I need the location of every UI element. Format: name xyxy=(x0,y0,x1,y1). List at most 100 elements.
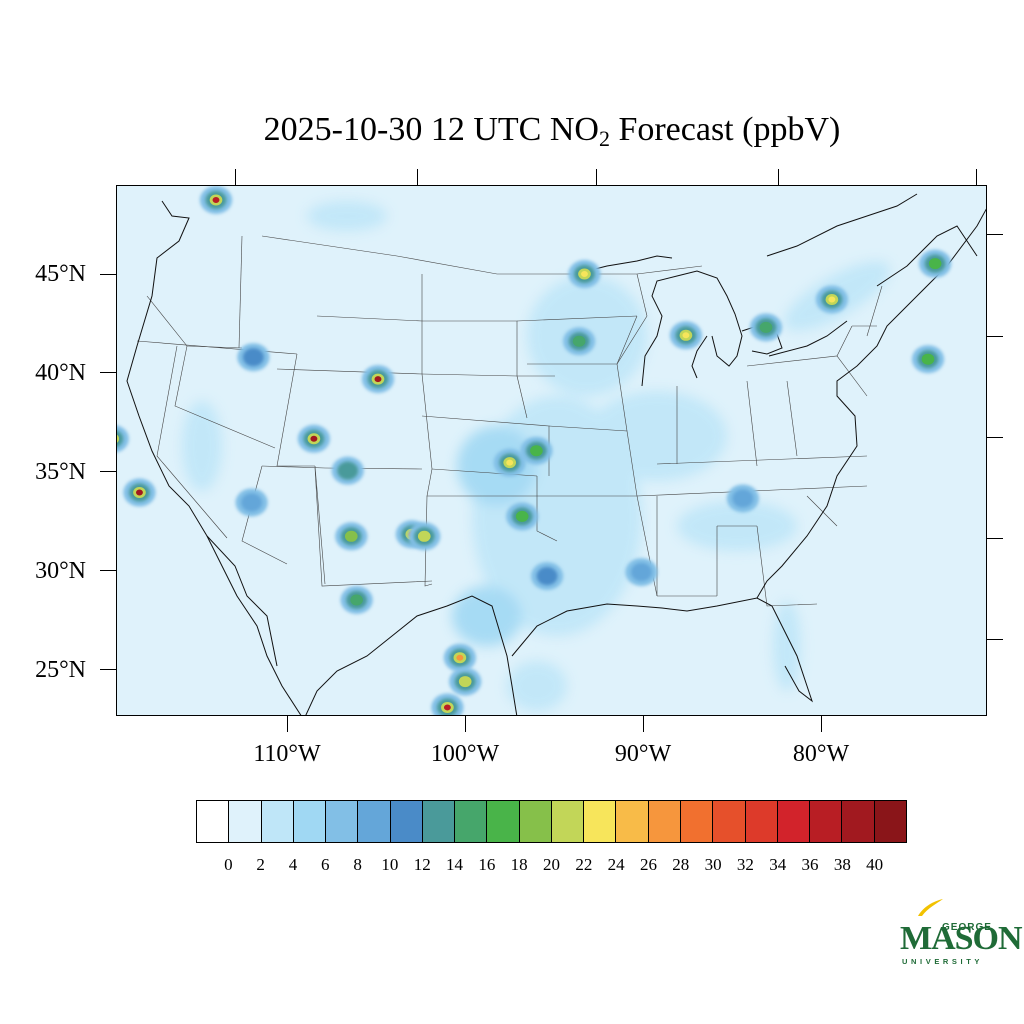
hotspot xyxy=(123,478,156,507)
hotspot xyxy=(815,285,848,314)
tick-right-2 xyxy=(987,336,1003,337)
colorbar-tick-label: 8 xyxy=(353,855,362,874)
tick-lon-90 xyxy=(643,716,644,732)
colorbar-swatch xyxy=(326,801,359,842)
lat-label-35: 35°N xyxy=(35,459,86,485)
colorbar-swatch xyxy=(551,801,585,842)
colorbar-tick-label: 36 xyxy=(801,855,819,874)
tick-lat-30 xyxy=(100,570,116,571)
hotspot xyxy=(449,667,482,696)
hotspot xyxy=(520,436,553,465)
tick-lon-110 xyxy=(287,716,288,732)
colorbar-swatch xyxy=(422,801,456,842)
tick-right-3 xyxy=(987,437,1003,438)
colorbar-tick-label: 22 xyxy=(575,855,593,874)
colorbar-tick-label: 34 xyxy=(769,855,787,874)
colorbar-tick-label: 26 xyxy=(639,855,657,874)
tick-right-5 xyxy=(987,639,1003,640)
hotspot xyxy=(749,313,783,342)
title-prefix: 2025-10-30 12 UTC NO xyxy=(263,111,599,148)
hotspot xyxy=(625,558,658,587)
tick-lat-25 xyxy=(100,669,116,670)
logo-mason: MASON xyxy=(900,920,1023,957)
tick-top-2 xyxy=(417,169,418,185)
hotspot xyxy=(431,693,464,715)
hotspot xyxy=(493,448,526,477)
colorbar-swatch xyxy=(293,801,327,842)
colorbar-swatch xyxy=(616,801,649,842)
colorbar-tick-label: 32 xyxy=(736,855,754,874)
colorbar-tick-label: 40 xyxy=(866,855,884,874)
colorbar-swatch xyxy=(584,801,617,842)
hotspot xyxy=(237,343,270,372)
colorbar-swatch xyxy=(487,801,520,842)
colorbar-swatch xyxy=(810,801,843,842)
tick-lon-80 xyxy=(821,716,822,732)
leaf-icon xyxy=(918,899,943,916)
hotspot xyxy=(530,562,564,591)
colorbar-swatch xyxy=(842,801,875,842)
colorbar-tick-label: 38 xyxy=(833,855,851,874)
logo-university: UNIVERSITY xyxy=(902,957,984,966)
hotspot xyxy=(235,488,268,517)
tick-lon-100 xyxy=(465,716,466,732)
colorbar-tick-label: 28 xyxy=(672,855,690,874)
hotspot xyxy=(568,260,601,289)
colorbar-swatch xyxy=(745,801,778,842)
colorbar-tick-label: 10 xyxy=(381,855,399,874)
colorbar-swatch xyxy=(680,801,714,842)
gmu-logo: GEORGE MASON UNIVERSITY xyxy=(898,898,1023,968)
lon-label-80: 80°W xyxy=(792,741,850,767)
colorbar-tick-label: 20 xyxy=(543,855,560,874)
colorbar-tick-label: 6 xyxy=(321,855,330,874)
title-subscript: 2 xyxy=(598,126,610,151)
tick-lat-45 xyxy=(100,274,116,275)
tick-top-5 xyxy=(976,169,977,185)
colorbar-swatch xyxy=(390,801,423,842)
lat-label-45: 45°N xyxy=(35,261,86,287)
hotspot xyxy=(408,522,441,551)
hotspot-layer xyxy=(117,186,952,715)
lon-label-110: 110°W xyxy=(253,741,321,767)
logo-george: GEORGE xyxy=(942,922,992,933)
colorbar-tick-label: 30 xyxy=(704,855,722,874)
map-panel xyxy=(116,185,987,716)
tick-lat-40 xyxy=(100,372,116,373)
colorbar-swatch xyxy=(519,801,552,842)
hotspot xyxy=(443,643,476,672)
hotspot xyxy=(331,456,364,485)
tick-right-1 xyxy=(987,234,1003,235)
colorbar-swatch xyxy=(777,801,811,842)
hotspot xyxy=(297,424,330,453)
colorbar-tick-label: 16 xyxy=(478,855,496,874)
colorbar-tick-label: 2 xyxy=(256,855,265,874)
tick-top-4 xyxy=(778,169,779,185)
colorbar-swatch xyxy=(197,801,230,842)
colorbar-swatch xyxy=(874,801,906,842)
colorbar xyxy=(196,800,907,843)
coastlines xyxy=(126,193,986,715)
colorbar-tick-label: 24 xyxy=(607,855,625,874)
lon-label-100: 100°W xyxy=(430,741,500,767)
lat-label-25: 25°N xyxy=(35,657,86,683)
lon-label-90: 90°W xyxy=(614,741,672,767)
hotspot xyxy=(199,186,233,214)
lat-label-40: 40°N xyxy=(35,360,86,386)
colorbar-swatch xyxy=(648,801,681,842)
hotspot xyxy=(563,327,596,356)
map-svg xyxy=(117,186,986,715)
tick-lat-35 xyxy=(100,471,116,472)
hotspot xyxy=(726,484,759,513)
title-suffix: Forecast (ppbV) xyxy=(609,111,841,148)
tick-top-1 xyxy=(235,169,236,185)
tick-right-4 xyxy=(987,538,1003,539)
colorbar-tick-label: 4 xyxy=(288,855,298,874)
colorbar-swatch xyxy=(358,801,391,842)
hotspot xyxy=(361,365,395,394)
colorbar-tick-label: 14 xyxy=(446,855,464,874)
colorbar-swatch xyxy=(261,801,294,842)
hotspot xyxy=(335,522,368,551)
lat-label-30: 30°N xyxy=(35,558,86,584)
hotspot xyxy=(919,249,952,278)
chart-title: 2025-10-30 12 UTC NO2 Forecast (ppbV) xyxy=(0,108,1024,152)
